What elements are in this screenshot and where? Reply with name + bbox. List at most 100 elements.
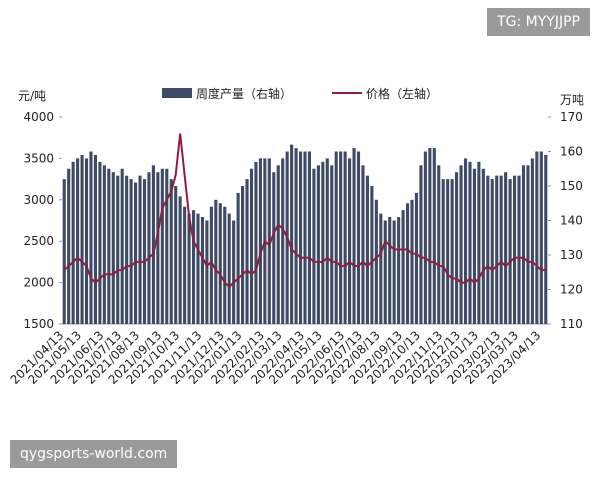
bar <box>174 186 178 324</box>
bar <box>147 172 151 324</box>
bar <box>165 168 169 324</box>
bar <box>374 199 378 324</box>
bar <box>80 154 84 324</box>
bar <box>138 175 142 324</box>
bar <box>258 158 262 324</box>
bar <box>405 203 410 324</box>
bar <box>151 165 155 324</box>
bar <box>356 151 361 324</box>
bar <box>535 151 539 324</box>
bar <box>468 161 472 324</box>
bar <box>348 158 352 324</box>
watermark: TG: MYYJJPP <box>487 8 590 36</box>
bar <box>392 220 396 324</box>
bar <box>191 210 196 324</box>
bar <box>116 175 120 324</box>
bar <box>526 165 530 324</box>
bar <box>450 179 454 324</box>
bar <box>432 148 436 324</box>
bar <box>414 192 419 324</box>
bar <box>76 158 80 324</box>
bar <box>303 151 307 324</box>
bar <box>142 179 147 324</box>
bar <box>200 217 205 324</box>
bar <box>477 161 481 324</box>
y-tick-label: 1500 <box>23 317 54 331</box>
bar <box>379 213 383 324</box>
bar <box>111 172 115 324</box>
bar <box>223 206 227 324</box>
bar <box>325 158 329 324</box>
bar <box>495 175 499 324</box>
bar <box>129 179 133 324</box>
bar <box>249 168 254 324</box>
bar <box>62 179 66 324</box>
legend-label: 价格（左轴） <box>366 86 438 101</box>
bar <box>530 158 534 324</box>
legend-swatch <box>162 88 192 98</box>
bar <box>316 165 320 324</box>
bar <box>71 161 75 324</box>
bar <box>343 151 347 324</box>
bar <box>365 175 369 324</box>
bar <box>441 179 445 324</box>
bar <box>352 148 356 324</box>
y2-tick-label: 130 <box>560 248 583 262</box>
y2-tick-label: 160 <box>560 145 583 159</box>
y2-tick-label: 110 <box>560 317 583 331</box>
y2-tick-label: 140 <box>560 214 583 228</box>
bar <box>307 151 312 324</box>
y-tick-label: 2500 <box>23 234 54 248</box>
bar <box>481 168 485 324</box>
bar <box>539 151 543 324</box>
bar <box>227 213 231 324</box>
bar <box>508 179 512 324</box>
bar <box>218 203 222 324</box>
bar <box>463 158 468 324</box>
bar <box>214 199 218 324</box>
bar <box>512 175 517 324</box>
bar <box>120 168 124 324</box>
bar <box>267 158 271 324</box>
bar <box>241 186 245 324</box>
bar <box>232 220 236 324</box>
bar <box>419 165 423 324</box>
bar <box>187 213 191 324</box>
bar <box>98 161 102 324</box>
bar <box>472 168 476 324</box>
bar <box>339 151 343 324</box>
bar <box>423 151 427 324</box>
y-tick-label: 4000 <box>23 110 54 124</box>
bar <box>397 217 401 324</box>
bar <box>205 220 209 324</box>
bar <box>334 151 338 324</box>
bar <box>102 165 106 324</box>
bar <box>490 179 494 324</box>
bar <box>298 151 303 324</box>
bar <box>521 165 526 324</box>
bar <box>330 165 334 324</box>
bar <box>361 165 365 324</box>
bar <box>321 161 325 324</box>
bar <box>67 168 71 324</box>
bar <box>459 165 463 324</box>
bar <box>446 179 450 324</box>
bar <box>183 206 187 324</box>
y-tick-label: 3500 <box>23 151 54 165</box>
bar <box>169 179 173 324</box>
bar <box>383 220 387 324</box>
bar <box>245 179 249 324</box>
bar <box>125 175 129 324</box>
bar <box>437 165 441 324</box>
bar <box>455 172 459 324</box>
bar <box>178 196 182 324</box>
bar <box>486 175 490 324</box>
legend-label: 周度产量（右轴） <box>196 86 292 101</box>
y2-tick-label: 120 <box>560 283 583 297</box>
bar <box>294 148 298 324</box>
bar <box>236 192 240 324</box>
bar <box>84 158 89 324</box>
bar <box>196 213 200 324</box>
